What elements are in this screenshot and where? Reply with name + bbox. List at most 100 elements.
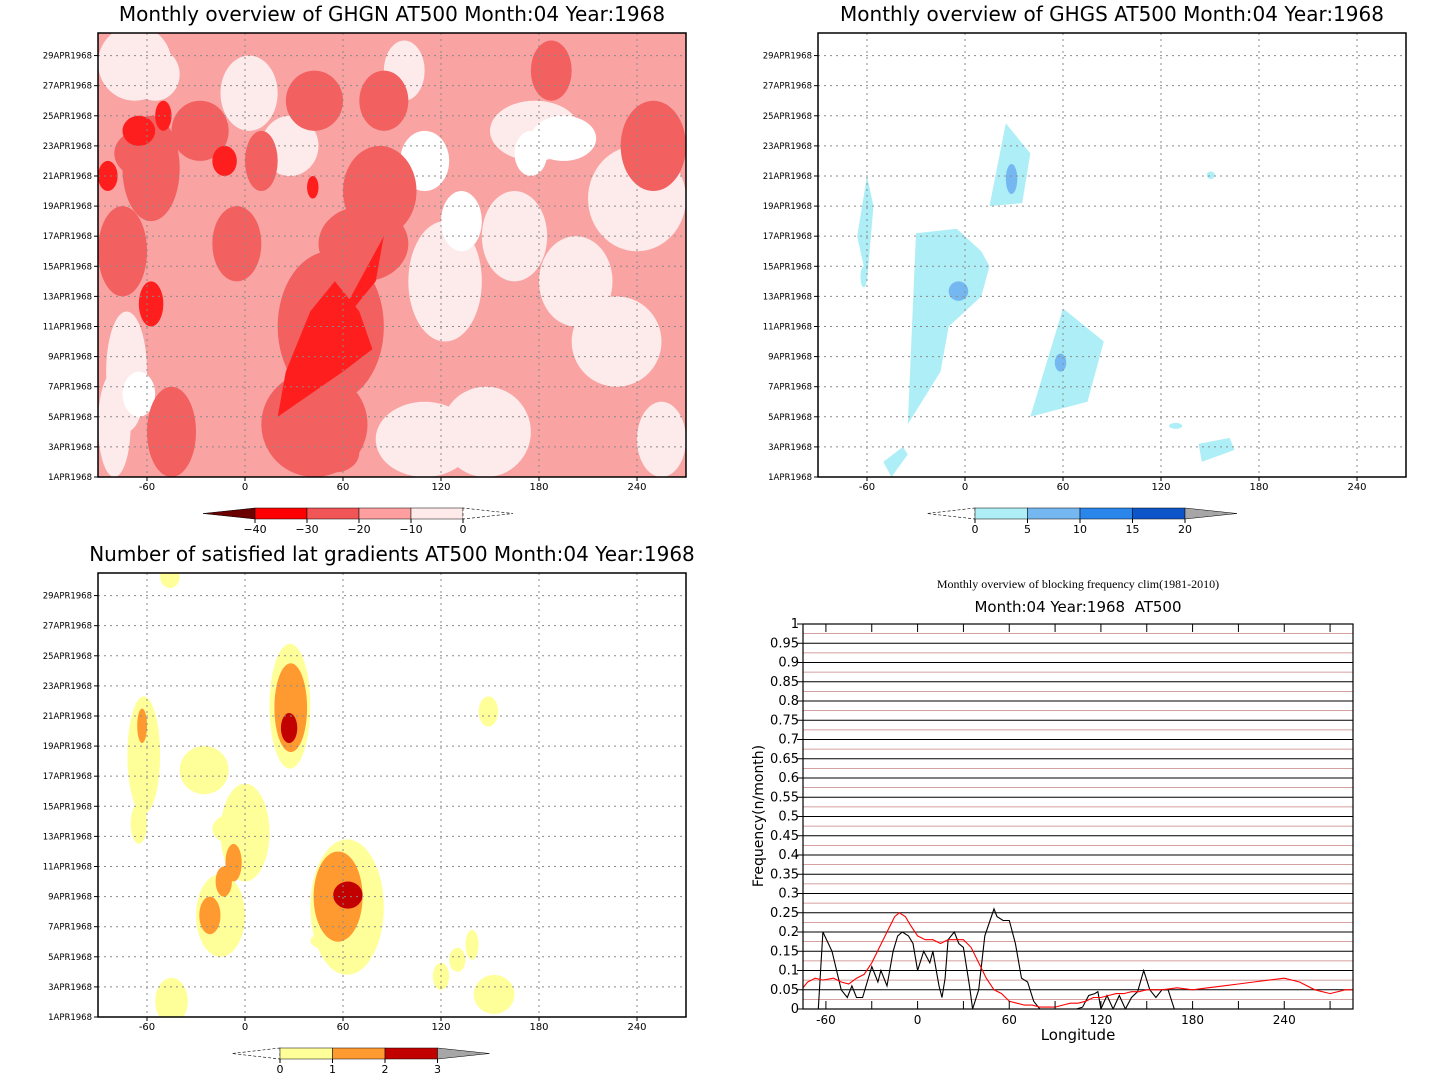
latgrad-ytick-label: 9APR1968 <box>48 893 92 903</box>
ghgn-shade-mid <box>212 206 262 282</box>
ghgn-shade-dark <box>277 281 373 417</box>
latgrad-ytick-label: 11APR1968 <box>43 862 92 872</box>
ghgs-ytick-label: 1APR1968 <box>768 473 812 483</box>
ghgn-ytick-label: 13APR1968 <box>43 292 92 302</box>
blocking-ytick-label: 0.25 <box>770 906 799 921</box>
ghgs-ytick-label: 25APR1968 <box>763 112 812 122</box>
ghgs-ytick-label: 7APR1968 <box>768 383 812 393</box>
blocking-xtick-label: 0 <box>914 1013 922 1027</box>
ghgs-shade <box>1005 163 1018 195</box>
blocking-ylabel: Frequency(n/month) <box>751 745 767 887</box>
ghgn-shade-mid <box>147 386 196 477</box>
ghgs-xtick-label: 0 <box>962 482 968 493</box>
ghgs-colorbar-arrow-low <box>926 507 976 520</box>
blocking-series-clim-line <box>803 912 1353 1008</box>
ghgs-colorbar-arrow-high <box>1184 507 1238 520</box>
ghgn-ytick-label: 29APR1968 <box>43 52 92 62</box>
latgrad-ytick-label: 17APR1968 <box>43 772 92 782</box>
latgrad-ytick-label: 21APR1968 <box>43 712 92 722</box>
ghgs-colorbar: 0 5 10 15 20 <box>926 507 1238 536</box>
blocking-ytick-label: 0.4 <box>778 848 799 863</box>
ghgn-ytick-label: 1APR1968 <box>48 473 92 483</box>
ghgs-shade <box>1169 422 1183 429</box>
ghgn-ytick-label: 21APR1968 <box>43 172 92 182</box>
ghgs-colorbar-cell <box>1132 507 1186 520</box>
latgrad-ytick-label: 23APR1968 <box>43 682 92 692</box>
ghgn-colorbar-cell <box>306 507 360 520</box>
ghgs-ytick-label: 21APR1968 <box>763 172 812 182</box>
latgrad-colorbar-label: 2 <box>382 1063 389 1076</box>
ghgs-colorbar-label: 15 <box>1126 523 1140 536</box>
latgrad-ytick-label: 13APR1968 <box>43 832 92 842</box>
ghgn-colorbar-arrow-low <box>202 507 256 520</box>
blocking-ytick-label: 0.55 <box>770 790 799 805</box>
blocking-series-year-line <box>817 907 1175 1009</box>
ghgn-colorbar-arrow-high <box>462 507 514 520</box>
ghgn-colorbar-label: −30 <box>295 523 318 536</box>
latgrad-frame <box>97 572 687 1018</box>
ghgn-ytick-label: 27APR1968 <box>43 82 92 92</box>
blocking-ytick-label: 0.1 <box>778 964 799 979</box>
ghgs-shade <box>860 266 867 288</box>
ghgs-shade <box>857 176 874 282</box>
blocking-ytick-label: 0.85 <box>770 675 799 690</box>
blocking-ytick-label: 0.7 <box>778 733 799 748</box>
blocking-ytick-label: 0.2 <box>778 925 799 940</box>
latgrad-shade-3 <box>280 712 298 744</box>
latgrad-colorbar-arrow-low <box>231 1047 281 1060</box>
ghgn-shade-light <box>408 221 482 342</box>
blocking-ytick-label: 0.5 <box>778 810 799 825</box>
ghgn-colorbar-label: 0 <box>460 523 467 536</box>
ghgn-shade-dark <box>98 160 118 192</box>
latgrad-colorbar-label: 3 <box>434 1063 441 1076</box>
ghgn-xtick-label: 0 <box>242 482 248 493</box>
ghgn-shade-white <box>514 130 548 176</box>
ghgn-title: Monthly overview of GHGN AT500 Month:04 … <box>119 2 665 26</box>
ghgn-shade-dark <box>326 236 384 342</box>
latgrad-shade-3 <box>333 881 363 909</box>
ghgn-colorbar-cell <box>410 507 464 520</box>
ghgs-ytick-label: 17APR1968 <box>763 232 812 242</box>
ghgs-ytick-label: 9APR1968 <box>768 353 812 363</box>
latgrad-colorbar-cell <box>384 1047 438 1060</box>
latgrad-colorbar-label: 1 <box>329 1063 336 1076</box>
latgrad-ytick-label: 5APR1968 <box>48 953 92 963</box>
blocking-xtick-label: 120 <box>1089 1013 1112 1027</box>
latgrad-xtick-label: 60 <box>337 1022 350 1033</box>
ghgn-shade-mid <box>310 431 360 473</box>
ghgn-shade-light <box>375 401 474 477</box>
blocking-panel: Monthly overview of blocking frequency c… <box>751 577 1354 1044</box>
latgrad-title: Number of satisfied lat gradients AT500 … <box>89 542 695 566</box>
ghgn-shade-light <box>220 55 278 131</box>
latgrad-shade-1 <box>478 696 499 727</box>
latgrad-ytick-label: 1APR1968 <box>48 1013 92 1023</box>
ghgs-colorbar-label: 20 <box>1178 523 1192 536</box>
ghgs-ytick-label: 27APR1968 <box>763 82 812 92</box>
latgrad-ytick-label: 25APR1968 <box>43 652 92 662</box>
ghgn-shade-dark <box>122 115 156 146</box>
latgrad-colorbar: 0 1 2 3 <box>231 1047 490 1076</box>
ghgs-shade <box>1030 308 1104 417</box>
blocking-ytick-label: 0.95 <box>770 636 799 651</box>
ghgn-field <box>98 33 686 477</box>
ghgs-colorbar-label: 5 <box>1024 523 1031 536</box>
ghgs-colorbar-cell <box>1027 507 1081 520</box>
blocking-ytick-label: 0.35 <box>770 867 799 882</box>
ghgn-shade-mid <box>285 70 343 131</box>
latgrad-colorbar-label: 0 <box>277 1063 284 1076</box>
blocking-subtitle: Month:04 Year:1968 AT500 <box>974 598 1181 616</box>
ghgn-shade-mid <box>245 130 278 192</box>
ghgn-shade-light <box>481 191 548 282</box>
blocking-ytick-label: 0.9 <box>778 656 799 671</box>
latgrad-colorbar-cell <box>279 1047 333 1060</box>
ghgn-ytick-label: 11APR1968 <box>43 322 92 332</box>
ghgs-colorbar-cell <box>974 507 1028 520</box>
ghgn-ytick-label: 9APR1968 <box>48 353 92 363</box>
latgrad-colorbar-arrow-high <box>437 1047 490 1060</box>
latgrad-ytick-label: 19APR1968 <box>43 742 92 752</box>
latgrad-shade-1 <box>196 874 245 957</box>
blocking-gridlines <box>803 623 1353 1010</box>
latgrad-shade-1 <box>130 803 147 844</box>
ghgs-shade <box>883 446 908 477</box>
ghgn-ytick-label: 25APR1968 <box>43 112 92 122</box>
